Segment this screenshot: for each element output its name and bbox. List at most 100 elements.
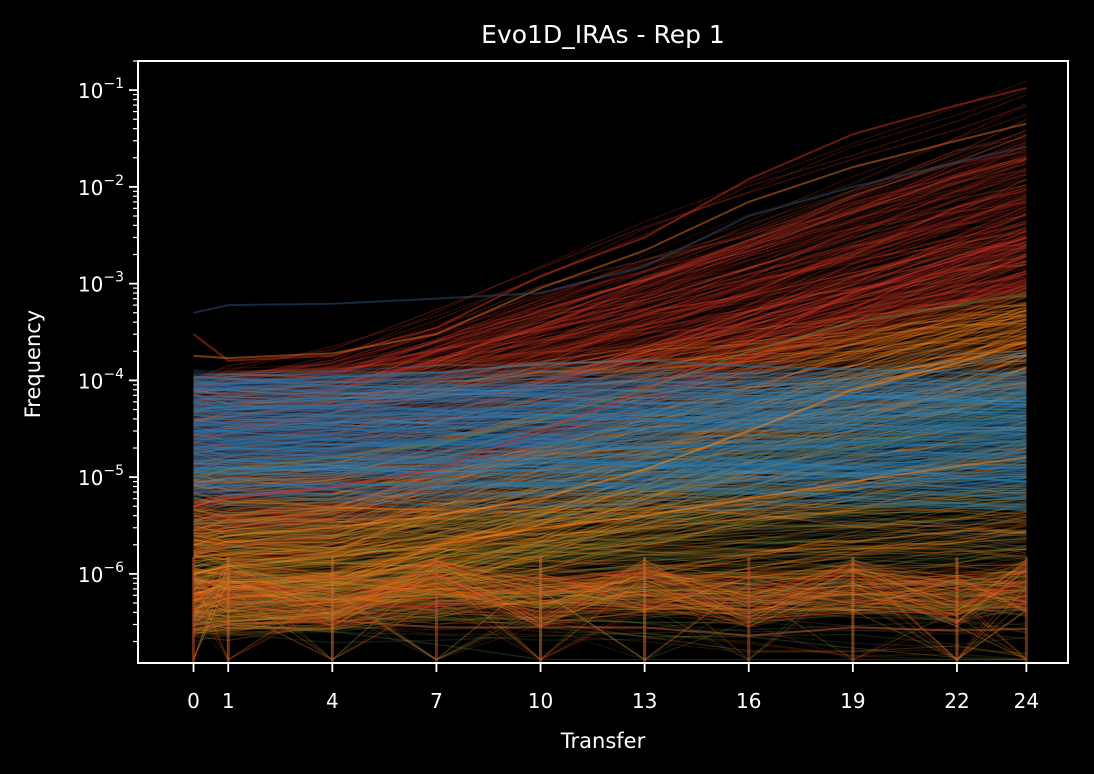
lineage-trajectory xyxy=(193,562,1027,631)
lineage-trajectory xyxy=(193,405,1027,421)
lineage-trajectory xyxy=(193,394,1027,426)
lineage-trajectory xyxy=(193,317,1027,515)
lineage-trajectory xyxy=(193,427,1027,483)
lineage-trajectory xyxy=(193,489,1027,556)
lineage-trajectory xyxy=(193,259,1027,555)
lineage-trajectory xyxy=(193,290,1027,449)
lineage-trajectory xyxy=(193,367,1027,491)
lineage-trajectory xyxy=(193,500,1027,582)
lineage-trajectory xyxy=(193,397,1027,484)
lineage-trajectory xyxy=(193,374,1027,550)
lineage-trajectory xyxy=(193,368,1027,505)
lineage-trajectory xyxy=(193,438,1027,619)
lineage-trajectory xyxy=(193,435,1027,451)
lineage-trajectory xyxy=(193,424,1027,458)
lineage-trajectory xyxy=(193,241,1027,399)
lineage-trajectory xyxy=(193,230,1027,524)
lineage-trajectory xyxy=(193,603,1027,621)
lineage-trajectory xyxy=(193,196,1027,397)
lineage-trajectory xyxy=(193,559,1027,661)
lineage-trajectory xyxy=(193,507,1027,535)
lineage-trajectory xyxy=(193,559,1027,622)
lineage-trajectory xyxy=(193,196,1027,432)
lineage-trajectory xyxy=(193,421,1027,600)
lineage-trajectory xyxy=(193,412,1027,447)
lineage-trajectory xyxy=(193,567,1027,661)
lineage-trajectory xyxy=(193,442,1027,455)
lineage-trajectory xyxy=(193,331,1027,503)
lineage-trajectory xyxy=(193,548,1027,643)
lineage-trajectory xyxy=(193,623,1027,655)
lineage-trajectory xyxy=(193,343,1027,414)
lineage-trajectory xyxy=(193,553,1027,620)
lineage-trajectory xyxy=(193,454,1027,465)
lineage-trajectory xyxy=(193,448,1027,459)
lineage-trajectory xyxy=(193,383,1027,502)
lineage-trajectory xyxy=(193,381,1027,428)
lineage-trajectory xyxy=(193,567,1027,632)
lineage-trajectory xyxy=(193,374,1027,387)
lineage-trajectory xyxy=(193,367,1027,620)
lineage-trajectory xyxy=(193,105,1027,390)
lineage-trajectory xyxy=(193,564,1027,601)
lineage-trajectory xyxy=(193,559,1027,625)
lineage-trajectory xyxy=(193,419,1027,433)
lineage-trajectory xyxy=(193,579,1027,612)
x-axis-label: Transfer xyxy=(560,729,646,753)
lineage-trajectory xyxy=(193,491,1027,529)
lineage-trajectory xyxy=(193,408,1027,428)
lineage-trajectory xyxy=(193,602,1027,634)
lineage-trajectory xyxy=(193,335,1027,608)
plot-frame xyxy=(137,60,1069,664)
lineage-trajectory xyxy=(193,287,1027,514)
lineage-trajectory xyxy=(193,222,1027,479)
lineage-trajectory xyxy=(193,414,1027,475)
lineage-trajectory xyxy=(193,471,1027,591)
lineage-trajectory xyxy=(193,333,1027,490)
lineage-trajectory xyxy=(193,559,1027,623)
lineage-trajectory xyxy=(193,509,1027,583)
lineage-trajectory xyxy=(192,559,1027,660)
lineage-trajectory xyxy=(193,440,1027,462)
lineage-trajectory xyxy=(193,275,1027,415)
lineage-trajectory xyxy=(193,447,1027,489)
lineage-trajectory xyxy=(193,167,1027,444)
lineage-trajectory xyxy=(193,442,1027,457)
lineage-trajectory xyxy=(193,451,1027,507)
lineage-trajectory xyxy=(193,569,1027,661)
lineage-trajectory xyxy=(193,403,1027,620)
series-red-lineage-1 xyxy=(193,236,1027,508)
lineage-trajectory xyxy=(193,399,1027,418)
lineage-trajectory xyxy=(192,562,1027,660)
lineage-trajectory xyxy=(193,331,1027,533)
lineage-trajectory xyxy=(193,289,1027,407)
lineage-trajectory xyxy=(193,379,1027,397)
lineage-trajectory xyxy=(193,536,1027,600)
lineage-trajectory xyxy=(193,229,1027,412)
lineage-trajectory xyxy=(193,573,1027,613)
lineage-trajectory xyxy=(193,407,1027,446)
lineage-trajectory xyxy=(193,562,1027,623)
lineage-trajectory xyxy=(193,575,1027,661)
lineage-trajectory xyxy=(193,200,1027,392)
y-axis-label: Frequency xyxy=(21,310,45,419)
series-floor-lineage xyxy=(193,619,1027,637)
lineage-trajectory xyxy=(193,485,1027,503)
lineage-trajectory xyxy=(193,260,1027,410)
lineage-trajectory xyxy=(193,567,1027,621)
lineage-trajectory xyxy=(193,412,1027,490)
lineage-trajectory xyxy=(193,431,1027,546)
lineage-trajectory xyxy=(193,563,1027,612)
lineage-trajectory xyxy=(193,161,1027,438)
lineage-trajectory xyxy=(193,278,1027,549)
lineage-trajectory xyxy=(193,566,1027,661)
lineage-trajectory xyxy=(193,367,1027,379)
x-tick-label: 4 xyxy=(326,689,339,713)
lineage-trajectory xyxy=(193,381,1027,518)
lineage-trajectory xyxy=(193,192,1027,493)
lineage-trajectory xyxy=(192,562,1027,621)
lineage-trajectory xyxy=(193,386,1027,397)
lineage-trajectory xyxy=(193,431,1027,466)
lineage-trajectory xyxy=(193,510,1027,564)
lineage-trajectory xyxy=(193,452,1027,467)
